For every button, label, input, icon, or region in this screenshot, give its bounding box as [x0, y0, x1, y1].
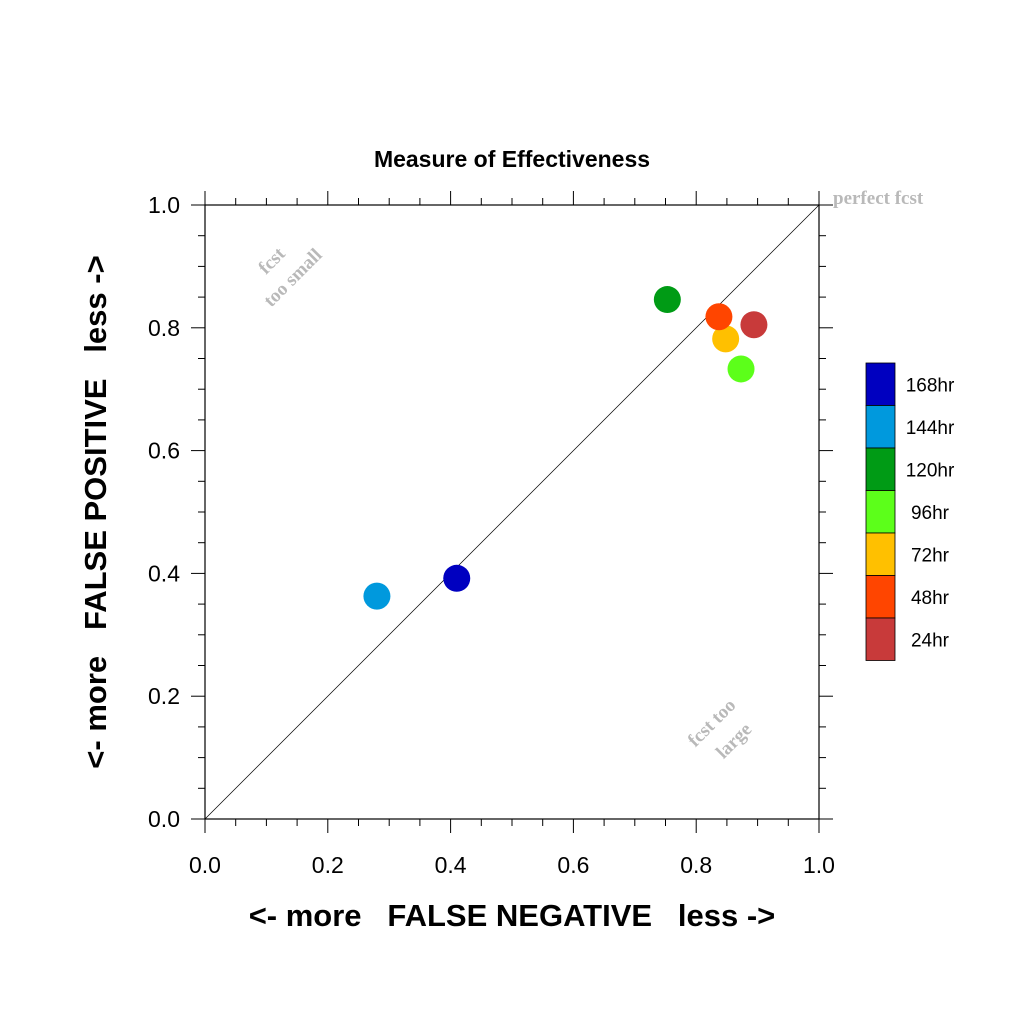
x-tick-label: 0.0 [189, 852, 221, 878]
legend-label-144hr: 144hr [906, 418, 955, 439]
data-point-48hr [705, 303, 733, 331]
data-point-24hr [740, 311, 768, 339]
y-tick-label: 0.6 [148, 438, 180, 464]
data-point-144hr [363, 582, 391, 610]
legend: 168hr 144hr 120hr 96hr 72hr 48hr 24hr [865, 362, 955, 661]
legend-label-96hr: 96hr [911, 503, 950, 524]
annotation-perfect-fcst: perfect fcst [833, 188, 924, 209]
x-tick-label: 0.4 [435, 852, 467, 878]
legend-label-48hr: 48hr [911, 588, 950, 609]
legend-label-120hr: 120hr [906, 460, 955, 481]
chart-title: Measure of Effectiveness [374, 146, 650, 172]
data-point-120hr [653, 286, 681, 314]
y-tick-label: 0.4 [148, 560, 180, 586]
x-axis-title: <- more FALSE NEGATIVE less -> [249, 898, 776, 933]
x-tick-label: 0.8 [680, 852, 712, 878]
y-tick-label: 0.0 [148, 806, 180, 832]
x-tick-label: 1.0 [803, 852, 835, 878]
legend-swatch-120hr [865, 447, 896, 491]
legend-swatch-72hr [865, 532, 896, 576]
plot-area: 0.0 0.2 0.4 0.6 0.8 1.0 0.0 0.2 0.4 0.6 0.8 1.0 perf… [148, 188, 924, 878]
x-tick-label: 0.6 [557, 852, 589, 878]
legend-label-168hr: 168hr [906, 375, 955, 396]
diagonal-line [204, 204, 820, 820]
legend-swatch-96hr [865, 490, 896, 534]
data-point-168hr [443, 564, 471, 592]
legend-swatch-168hr [865, 362, 896, 406]
data-point-72hr [712, 325, 740, 353]
y-tick-label: 1.0 [148, 192, 180, 218]
legend-swatch-48hr [865, 575, 896, 619]
data-point-96hr [727, 355, 755, 383]
legend-label-72hr: 72hr [911, 545, 950, 566]
legend-swatch-144hr [865, 405, 896, 449]
legend-swatch-24hr [865, 617, 896, 661]
y-tick-label: 0.8 [148, 315, 180, 341]
y-tick-label: 0.2 [148, 683, 180, 709]
y-axis-title: <- more FALSE POSITIVE less -> [78, 255, 113, 768]
x-tick-label: 0.2 [312, 852, 344, 878]
legend-label-24hr: 24hr [911, 630, 950, 651]
